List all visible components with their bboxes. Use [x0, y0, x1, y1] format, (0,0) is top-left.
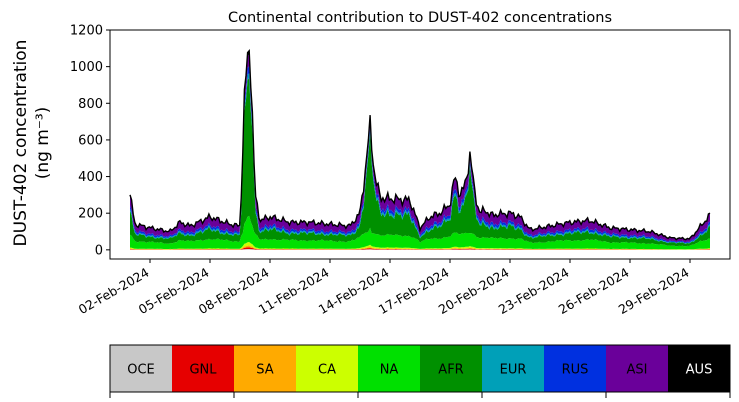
y-tick-label: 0: [95, 243, 103, 258]
y-tick-label: 800: [78, 97, 103, 112]
legend-label-asi: ASI: [627, 363, 648, 378]
area-afr: [130, 78, 710, 247]
area-aus: [130, 50, 710, 240]
plot-area: [129, 48, 711, 250]
legend-swatch-aus: [668, 345, 731, 392]
legend-label-rus: RUS: [562, 363, 589, 378]
plot-frame: [109, 29, 731, 260]
legend-swatch-eur: [482, 345, 545, 392]
area-sa: [130, 245, 710, 250]
area-asi: [130, 54, 710, 243]
legend-label-afr: AFR: [438, 363, 463, 378]
legend-swatch-afr: [420, 345, 483, 392]
y-axis: 0 200 400 600 800 1000 1200: [70, 24, 110, 258]
legend-swatch-gnl: [172, 345, 235, 392]
legend-label-gnl: GNL: [189, 363, 217, 378]
y-tick-label: 200: [78, 207, 103, 222]
area-ca: [130, 242, 710, 250]
y-tick-label: 400: [78, 170, 103, 185]
area-rus: [130, 66, 710, 244]
chart-title: Continental contribution to DUST-402 con…: [228, 10, 612, 26]
legend-swatch-oce: [110, 345, 173, 392]
y-tick-label: 600: [78, 133, 103, 148]
legend-label-ca: CA: [318, 363, 336, 378]
area-gnl: [130, 247, 710, 250]
legend-label-oce: OCE: [127, 363, 155, 378]
total-line: [129, 48, 711, 241]
x-axis: 02-Feb-202405-Feb-202408-Feb-202411-Feb-…: [76, 259, 692, 317]
y-tick-label: 1200: [70, 24, 103, 39]
y-axis-label-line2: (ng m⁻³): [33, 107, 53, 180]
legend-label-aus: AUS: [686, 363, 713, 378]
legend-swatch-asi: [606, 345, 669, 392]
legend-swatch-na: [358, 345, 421, 392]
legend-frame: [109, 344, 731, 393]
legend-swatch-sa: [234, 345, 297, 392]
area-oce: [130, 249, 710, 250]
y-axis-label: DUST-402 concentration (ng m⁻³): [11, 40, 53, 247]
area-na: [130, 215, 710, 250]
legend-swatch-rus: [544, 345, 607, 392]
legend-label-na: NA: [380, 363, 399, 378]
legend: OCE GNL SA CA NA AFR EUR RUS ASI AUS: [109, 344, 731, 398]
legend-swatch-ca: [296, 345, 359, 392]
legend-label-eur: EUR: [500, 363, 527, 378]
y-tick-label: 1000: [70, 60, 103, 75]
y-axis-label-line1: DUST-402 concentration: [11, 40, 31, 247]
legend-label-sa: SA: [256, 363, 273, 378]
